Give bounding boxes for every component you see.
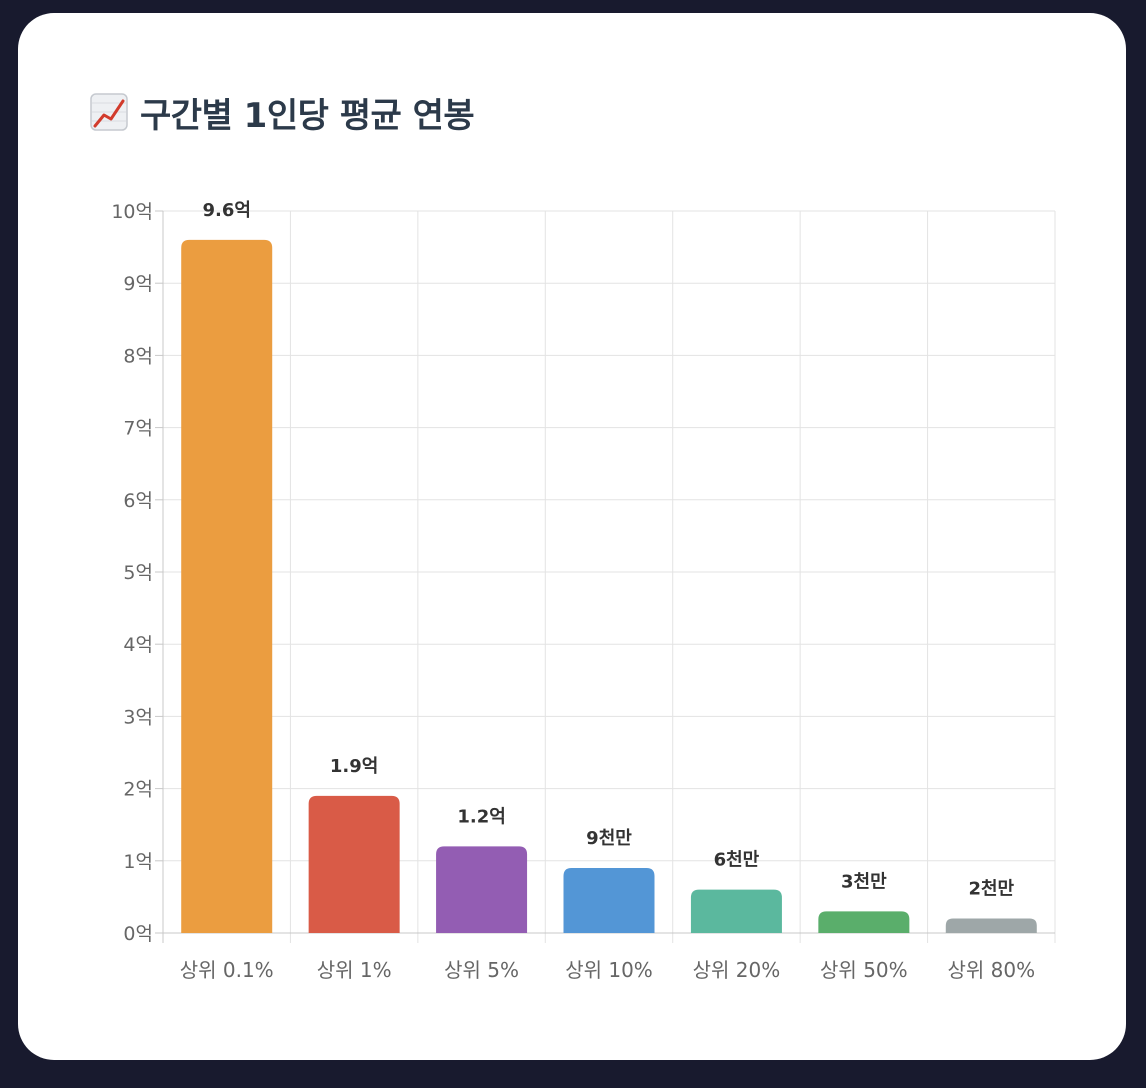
chart-header: 구간별 1인당 평균 연봉 bbox=[90, 87, 475, 137]
bar[interactable] bbox=[308, 795, 400, 933]
bar[interactable] bbox=[818, 911, 910, 933]
x-tick-label: 상위 20% bbox=[693, 958, 781, 982]
x-tick-label: 상위 10% bbox=[565, 958, 653, 982]
y-axis-ticks: 0억 1억 2억 3억 4억 5억 6억 7억 8억 9억 10억 bbox=[111, 201, 163, 945]
y-tick-label: 2억 bbox=[123, 779, 153, 801]
bar-chart: 0억 1억 2억 3억 4억 5억 6억 7억 8억 9억 10억 9.6억 1.9억 1.2억 9천만 6… bbox=[111, 200, 1056, 982]
y-tick-label: 3억 bbox=[123, 706, 153, 728]
chart-card: 구간별 1인당 평균 연봉 0억 1억 2억 3억 4억 5억 6억 7억 8억 9억 10억 9.… bbox=[18, 13, 1126, 1060]
bar-value-label: 2천만 bbox=[968, 879, 1014, 900]
y-tick-label: 4억 bbox=[123, 634, 153, 656]
y-tick-label: 7억 bbox=[123, 418, 153, 440]
bar[interactable] bbox=[436, 846, 528, 933]
x-tick-label: 상위 0.1% bbox=[180, 958, 274, 982]
x-tick-label: 상위 5% bbox=[444, 958, 519, 982]
bar-value-label: 9천만 bbox=[586, 828, 632, 849]
x-axis-ticks: 상위 0.1% 상위 1% 상위 5% 상위 10% 상위 20% 상위 50% 상위 80… bbox=[180, 958, 1035, 982]
y-tick-label: 5억 bbox=[123, 562, 153, 584]
y-tick-label: 10억 bbox=[111, 201, 153, 223]
bar-value-label: 9.6억 bbox=[202, 200, 250, 221]
y-tick-label: 0억 bbox=[123, 923, 153, 945]
y-tick-label: 6억 bbox=[123, 490, 153, 512]
bar[interactable] bbox=[181, 239, 273, 933]
y-tick-label: 8억 bbox=[123, 345, 153, 367]
bar-value-label: 6천만 bbox=[714, 850, 760, 871]
bar-value-label: 3천만 bbox=[841, 871, 887, 892]
x-tick-label: 상위 50% bbox=[820, 958, 908, 982]
bar-value-label: 1.2억 bbox=[457, 806, 505, 827]
y-tick-label: 1억 bbox=[123, 851, 153, 873]
bar[interactable] bbox=[563, 868, 655, 933]
y-tick-label: 9억 bbox=[123, 273, 153, 295]
bar[interactable] bbox=[945, 918, 1037, 933]
chart-increasing-icon bbox=[90, 93, 128, 131]
x-tick-label: 상위 1% bbox=[317, 958, 392, 982]
bars bbox=[181, 239, 1037, 933]
data-labels: 9.6억 1.9억 1.2억 9천만 6천만 3천만 2천만 bbox=[202, 200, 1014, 900]
chart-title: 구간별 1인당 평균 연봉 bbox=[140, 95, 475, 136]
x-tick-label: 상위 80% bbox=[947, 958, 1035, 982]
bar-value-label: 1.9억 bbox=[330, 756, 378, 777]
bar[interactable] bbox=[690, 889, 782, 933]
